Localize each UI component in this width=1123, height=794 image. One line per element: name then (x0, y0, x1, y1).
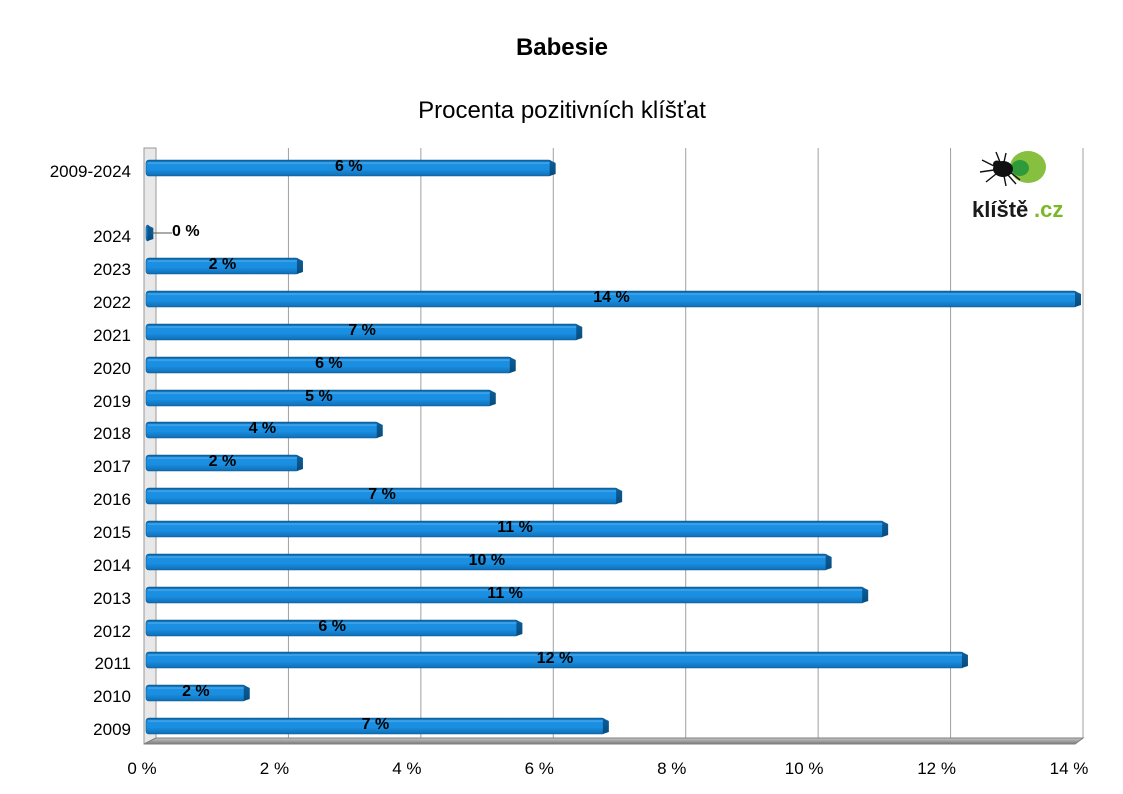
x-tick-label: 6 % (525, 759, 554, 778)
data-label: 11 % (497, 519, 533, 536)
x-tick-label: 12 % (917, 759, 956, 778)
data-label: 6 % (318, 618, 346, 635)
category-label: 2015 (93, 523, 131, 542)
x-tick-label: 2 % (260, 759, 289, 778)
data-label: 5 % (305, 388, 333, 405)
bar (145, 520, 889, 538)
data-label: 10 % (469, 552, 505, 569)
category-label: 2009 (93, 720, 131, 739)
data-label: 2 % (209, 453, 237, 470)
category-label: 2022 (93, 293, 131, 312)
data-label: 7 % (368, 486, 396, 503)
logo-text: klíště (972, 197, 1028, 222)
bar (145, 684, 250, 702)
data-label: 7 % (362, 716, 390, 733)
x-tick-label: 8 % (657, 759, 686, 778)
data-label: 4 % (249, 420, 277, 437)
category-label: 2014 (93, 556, 131, 575)
data-label: 2 % (182, 683, 210, 700)
x-tick-labels: 0 % 2 % 4 % 6 % 8 % 10 % 12 % 14 % (127, 759, 1088, 778)
category-label: 2016 (93, 490, 131, 509)
category-label: 2009-2024 (50, 162, 131, 181)
data-label: 6 % (315, 355, 343, 372)
plot-area: 2009-2024 2024 2023 2022 2021 2020 2019 2018 201… (50, 147, 1088, 778)
data-label: 0 % (172, 223, 200, 240)
category-label: 2020 (93, 359, 131, 378)
bar (145, 487, 623, 505)
category-labels: 2009-2024 2024 2023 2022 2021 2020 2019 2018 201… (50, 162, 131, 739)
logo-suffix: .cz (1034, 197, 1063, 222)
category-label: 2017 (93, 457, 131, 476)
bar (145, 421, 383, 439)
chart-subtitle: Procenta pozitivních klíšťat (418, 97, 706, 124)
logo: klíště .cz (972, 151, 1063, 222)
bar (145, 717, 609, 735)
data-label: 14 % (593, 289, 629, 306)
category-label: 2021 (93, 326, 131, 345)
bar (145, 553, 832, 571)
data-label: 12 % (537, 650, 573, 667)
chart-title: Babesie (516, 34, 608, 61)
data-label: 7 % (348, 322, 376, 339)
x-tick-label: 14 % (1050, 759, 1089, 778)
bar (145, 356, 516, 374)
category-label: 2023 (93, 260, 131, 279)
data-label: 6 % (335, 158, 363, 175)
bar (145, 454, 303, 472)
bar (145, 651, 968, 669)
bar (145, 323, 583, 341)
bar (145, 586, 869, 604)
category-label: 2012 (93, 622, 131, 641)
bars (145, 159, 1081, 735)
bar (145, 619, 523, 637)
tick-bug-icon (979, 151, 1021, 187)
category-label: 2013 (93, 589, 131, 608)
category-label: 2010 (93, 687, 131, 706)
grid-lines (280, 148, 1084, 745)
x-tick-label: 0 % (127, 759, 156, 778)
category-label: 2018 (93, 424, 131, 443)
category-label: 2019 (93, 392, 131, 411)
data-labels: 6 % 0 % 2 % 14 % 7 % 6 % 5 % 4 % 2 % 7 % 11 % 10 % 1… (151, 158, 630, 733)
bar (145, 224, 154, 242)
data-label: 2 % (209, 256, 237, 273)
x-tick-label: 4 % (392, 759, 421, 778)
category-label: 2024 (93, 227, 131, 246)
x-tick-label: 10 % (785, 759, 824, 778)
bar (145, 159, 556, 177)
data-label: 11 % (487, 585, 523, 602)
bar (145, 290, 1081, 308)
bar (145, 389, 496, 407)
bar (145, 257, 303, 275)
category-label: 2011 (94, 654, 131, 673)
